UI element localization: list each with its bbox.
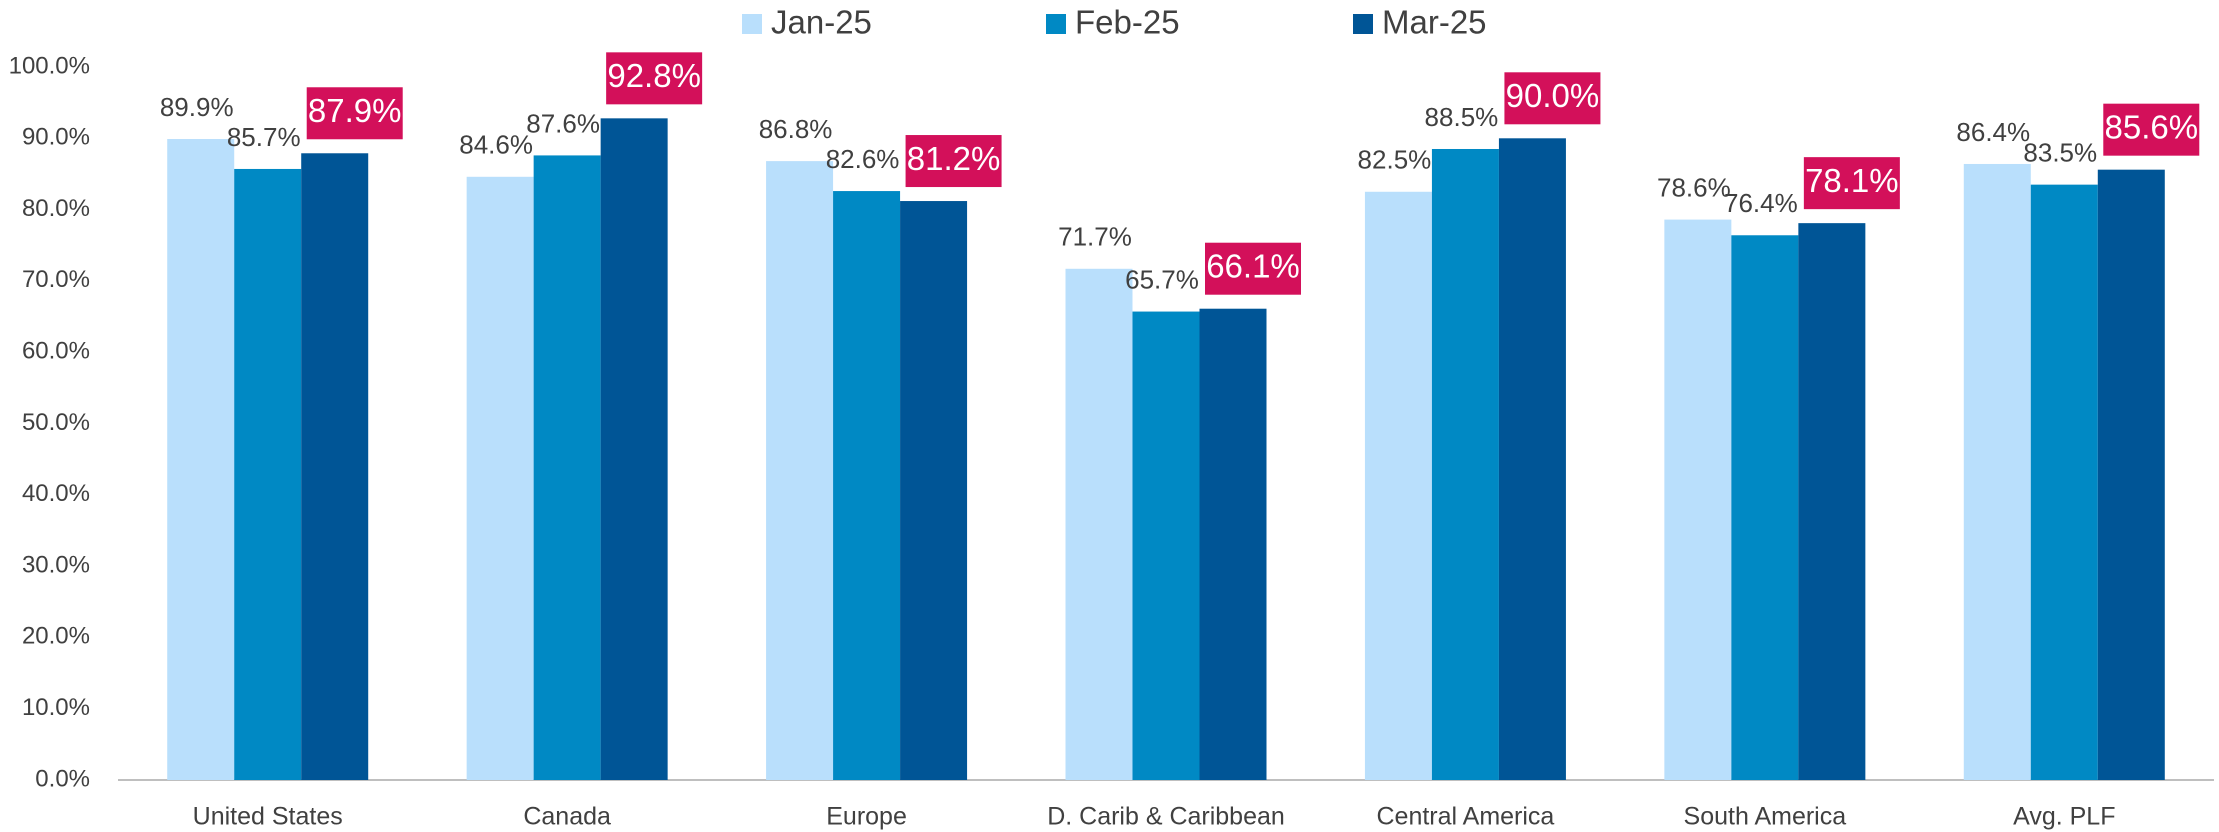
value-label: 78.6% [1657, 172, 1731, 202]
value-label-box [1504, 72, 1601, 125]
bar [1065, 268, 1133, 780]
y-tick-label: 60.0% [22, 338, 90, 365]
bar [1431, 148, 1499, 780]
y-tick-label: 40.0% [22, 480, 90, 507]
legend-label: Mar-25 [1382, 4, 1487, 41]
bar [1498, 138, 1566, 781]
bar [833, 191, 901, 780]
bar [1132, 311, 1200, 780]
value-label: 88.5% [1425, 102, 1499, 132]
value-label-box [606, 52, 703, 105]
value-label-box [2103, 103, 2200, 156]
value-label: 92.8% [607, 57, 701, 94]
bar [1364, 191, 1432, 780]
legend-label: Jan-25 [771, 4, 872, 41]
legend-swatch [1353, 14, 1373, 34]
bar [1199, 308, 1267, 780]
x-tick-label: D. Carib & Caribbean [1047, 803, 1285, 831]
bar [1731, 235, 1799, 780]
y-tick-label: 30.0% [22, 551, 90, 578]
value-label: 83.5% [2023, 138, 2097, 168]
bar [1664, 219, 1732, 780]
value-label: 76.4% [1724, 188, 1798, 218]
bar [1798, 223, 1866, 781]
value-label: 85.7% [227, 122, 301, 152]
y-tick-label: 50.0% [22, 409, 90, 436]
value-label-box [1803, 157, 1900, 210]
value-label-box [1205, 242, 1301, 295]
value-label: 84.6% [459, 130, 533, 160]
bar [1963, 163, 2031, 780]
value-label-box [306, 87, 403, 140]
x-tick-label: United States [193, 803, 343, 831]
bar [600, 118, 668, 780]
value-label: 81.2% [907, 140, 1001, 177]
y-tick-label: 10.0% [22, 694, 90, 721]
value-label: 66.1% [1206, 247, 1300, 284]
value-label: 85.6% [2104, 108, 2198, 145]
value-label: 78.1% [1805, 162, 1899, 199]
value-label-box [905, 135, 1002, 188]
x-tick-label: Canada [523, 803, 611, 831]
bar [466, 176, 534, 780]
value-label: 87.9% [308, 92, 402, 129]
y-tick-label: 20.0% [22, 623, 90, 650]
bar [900, 201, 968, 780]
legend-swatch [1046, 14, 1066, 34]
x-tick-label: South America [1684, 803, 1847, 831]
y-tick-label: 90.0% [22, 124, 90, 151]
x-tick-label: Central America [1376, 803, 1554, 831]
bar [234, 168, 302, 781]
y-tick-label: 0.0% [35, 765, 90, 792]
x-tick-label: Avg. PLF [2013, 803, 2115, 831]
value-label: 65.7% [1125, 264, 1199, 294]
bar [2097, 169, 2165, 780]
value-label: 71.7% [1058, 222, 1132, 252]
bar [301, 153, 369, 780]
y-tick-label: 70.0% [22, 266, 90, 293]
legend-label: Feb-25 [1075, 4, 1180, 41]
y-tick-label: 100.0% [9, 52, 90, 79]
bar [2030, 184, 2098, 780]
bar [766, 161, 834, 781]
value-label: 82.5% [1358, 145, 1432, 175]
y-tick-label: 80.0% [22, 195, 90, 222]
value-label: 89.9% [160, 92, 234, 122]
value-label: 86.8% [759, 114, 833, 144]
legend-swatch [742, 14, 762, 34]
value-label: 87.6% [526, 108, 600, 138]
bar [533, 155, 601, 781]
value-label: 90.0% [1506, 77, 1600, 114]
value-label: 86.4% [1956, 117, 2030, 147]
bar [167, 139, 235, 780]
x-tick-label: Europe [826, 803, 907, 831]
value-label: 82.6% [826, 144, 900, 174]
